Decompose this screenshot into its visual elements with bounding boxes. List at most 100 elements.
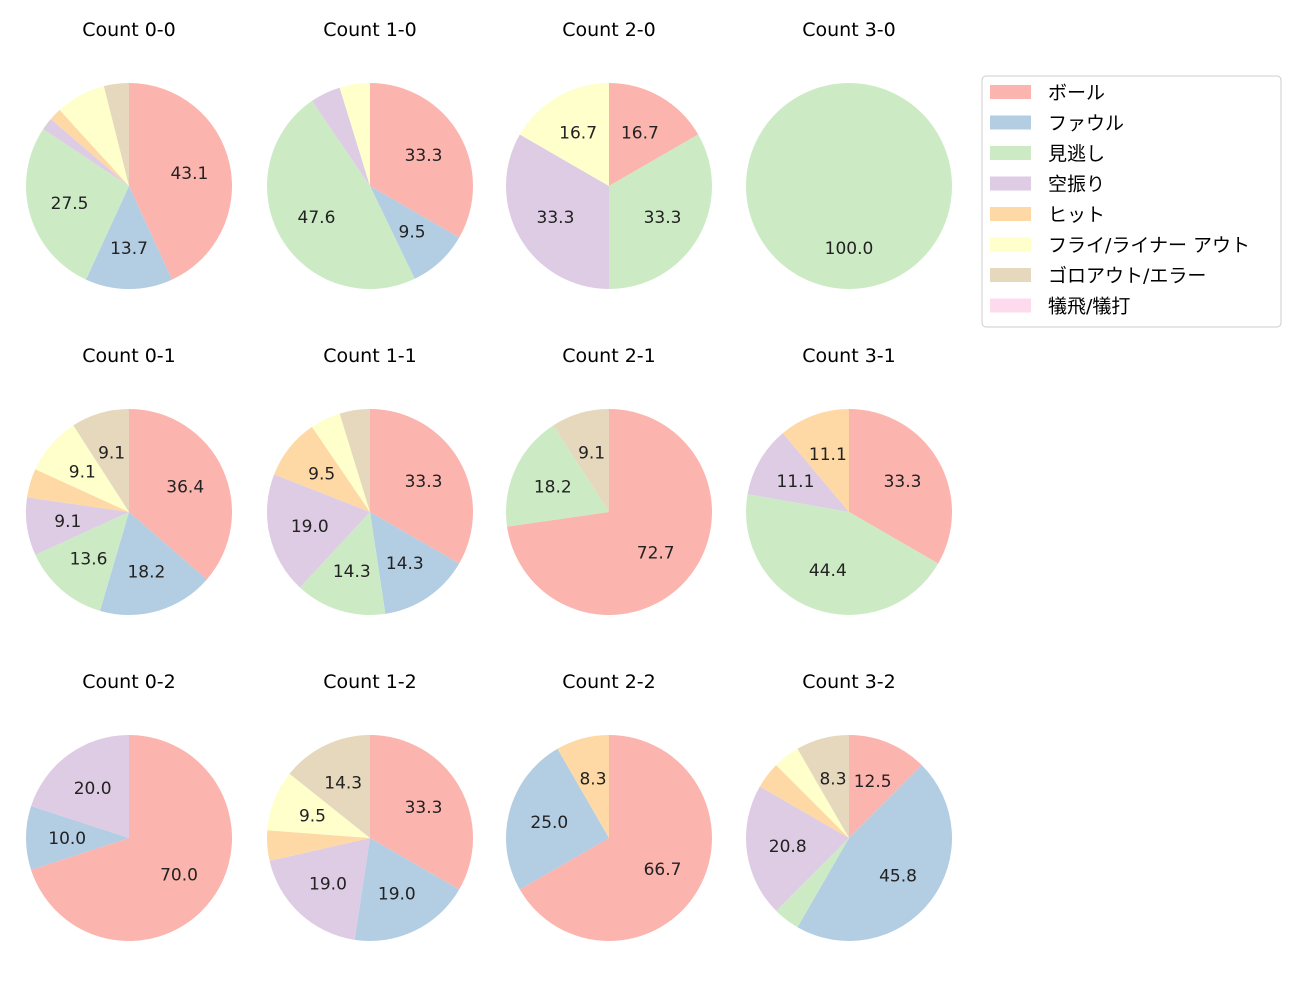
pie-slice-6 (289, 735, 370, 838)
slice-label: 19.0 (291, 517, 329, 537)
pie-slice-1 (370, 512, 460, 614)
slice-label: 70.0 (160, 865, 198, 885)
pie-count-3-1: Count 3-1 33.3 44.4 11.1 11.1 (746, 345, 952, 615)
slice-label: 33.3 (537, 208, 575, 228)
pie-slice-3 (269, 838, 370, 940)
pie-count-1-2: Count 1-2 33.3 19.0 19.0 9.5 14.3 (266, 671, 473, 941)
pie-slice-3 (747, 433, 849, 512)
pie-slice-3 (31, 735, 129, 838)
slice-label: 9.1 (98, 444, 125, 464)
pie-slice-2 (506, 425, 609, 527)
pie-count-2-0: Count 2-0 16.7 33.3 33.3 16.7 (505, 19, 712, 289)
pie-slice-2 (609, 134, 712, 289)
pie-slice-2 (25, 129, 129, 280)
pie-slice-1 (85, 186, 173, 289)
pie-count-1-1: Count 1-1 33.3 14.3 14.3 19.0 9.5 (267, 345, 473, 615)
pie-title: Count 3-0 (802, 19, 896, 41)
pie-slice-2 (746, 83, 952, 289)
slice-label: 18.2 (127, 562, 165, 582)
slice-label: 9.5 (299, 806, 326, 826)
legend-label: ファウル (1048, 113, 1124, 135)
slice-label: 27.5 (51, 194, 89, 214)
slice-label: 25.0 (530, 813, 568, 833)
legend-swatch (990, 237, 1031, 252)
pie-slice-5 (519, 83, 609, 186)
legend-label: 見逃し (1048, 143, 1105, 165)
legend-swatch (990, 85, 1031, 99)
legend-swatch (990, 115, 1031, 130)
pie-slice-0 (849, 735, 922, 838)
pie-slice-3 (267, 474, 370, 588)
slice-label: 13.7 (110, 239, 148, 259)
legend-label: ボール (1048, 82, 1105, 104)
legend-swatch (990, 176, 1031, 191)
slice-label: 19.0 (378, 885, 416, 905)
slice-label: 33.3 (644, 208, 682, 228)
pie-slice-6 (553, 409, 609, 512)
slice-label: 33.3 (405, 472, 443, 492)
slice-label: 11.1 (809, 445, 847, 465)
pie-slice-5 (267, 773, 370, 838)
pie-slice-2 (776, 838, 849, 928)
pie-slice-2 (746, 494, 939, 615)
pie-slice-0 (609, 83, 699, 186)
slice-label: 66.7 (644, 860, 682, 880)
slice-label: 14.3 (324, 773, 362, 793)
slice-label: 36.4 (166, 477, 204, 497)
pie-slice-1 (354, 838, 460, 941)
slice-label: 9.5 (308, 464, 335, 484)
pie-title: Count 0-0 (82, 19, 176, 41)
slice-label: 43.1 (170, 164, 208, 184)
slice-label: 16.7 (559, 123, 597, 143)
pie-slice-1 (99, 512, 207, 615)
pie-title: Count 2-1 (562, 345, 656, 367)
pie-title: Count 2-0 (562, 19, 656, 41)
slice-label: 9.1 (69, 463, 96, 483)
pie-slice-2 (266, 100, 415, 290)
pie-slice-4 (557, 735, 609, 838)
pie-slice-0 (370, 83, 473, 238)
pie-slice-4 (759, 765, 849, 838)
pie-title: Count 0-1 (82, 345, 176, 367)
pie-slice-4 (27, 469, 129, 512)
pie-slice-4 (782, 409, 849, 512)
slice-label: 18.2 (534, 477, 572, 497)
pie-count-3-2: Count 3-2 12.5 45.8 20.8 8.3 (746, 671, 952, 941)
slice-label: 33.3 (405, 146, 443, 166)
pie-slice-6 (339, 409, 370, 512)
pie-slice-6 (797, 735, 849, 838)
slice-label: 72.7 (637, 543, 675, 563)
pie-slice-0 (370, 409, 473, 564)
slice-label: 8.3 (819, 769, 846, 789)
pie-count-2-2: Count 2-2 66.7 25.0 8.3 (505, 671, 712, 941)
pie-count-3-0: Count 3-0 100.0 (746, 19, 952, 289)
pie-title: Count 1-1 (323, 345, 417, 367)
pie-slice-0 (370, 735, 473, 890)
slice-label: 33.3 (884, 472, 922, 492)
pie-slice-3 (746, 786, 849, 911)
legend-label: 犠飛/犠打 (1048, 296, 1130, 318)
pie-slice-4 (50, 109, 129, 186)
pie-slice-0 (849, 409, 952, 564)
slice-label: 20.8 (769, 837, 807, 857)
pie-slice-3 (25, 497, 129, 555)
pie-count-2-1: Count 2-1 72.7 18.2 9.1 (506, 345, 712, 616)
slice-label: 19.0 (309, 874, 347, 894)
legend-swatch (990, 146, 1031, 160)
pie-slice-5 (339, 83, 370, 186)
pie-count-0-0: Count 0-0 43.1 13.7 27.5 (25, 19, 233, 289)
slice-label: 14.3 (386, 554, 424, 574)
legend-label: フライ/ライナー アウト (1048, 235, 1250, 257)
slice-label: 20.0 (74, 779, 112, 799)
legend-label: ゴロアウト/エラー (1048, 265, 1206, 287)
legend-label: 空振り (1048, 174, 1105, 196)
legend-swatch (990, 207, 1031, 221)
pie-slice-4 (266, 830, 370, 861)
pie-slice-1 (797, 765, 952, 941)
legend-swatch (990, 298, 1031, 313)
pie-slice-1 (25, 806, 129, 870)
pie-slice-3 (505, 134, 609, 289)
slice-label: 9.1 (578, 444, 605, 464)
